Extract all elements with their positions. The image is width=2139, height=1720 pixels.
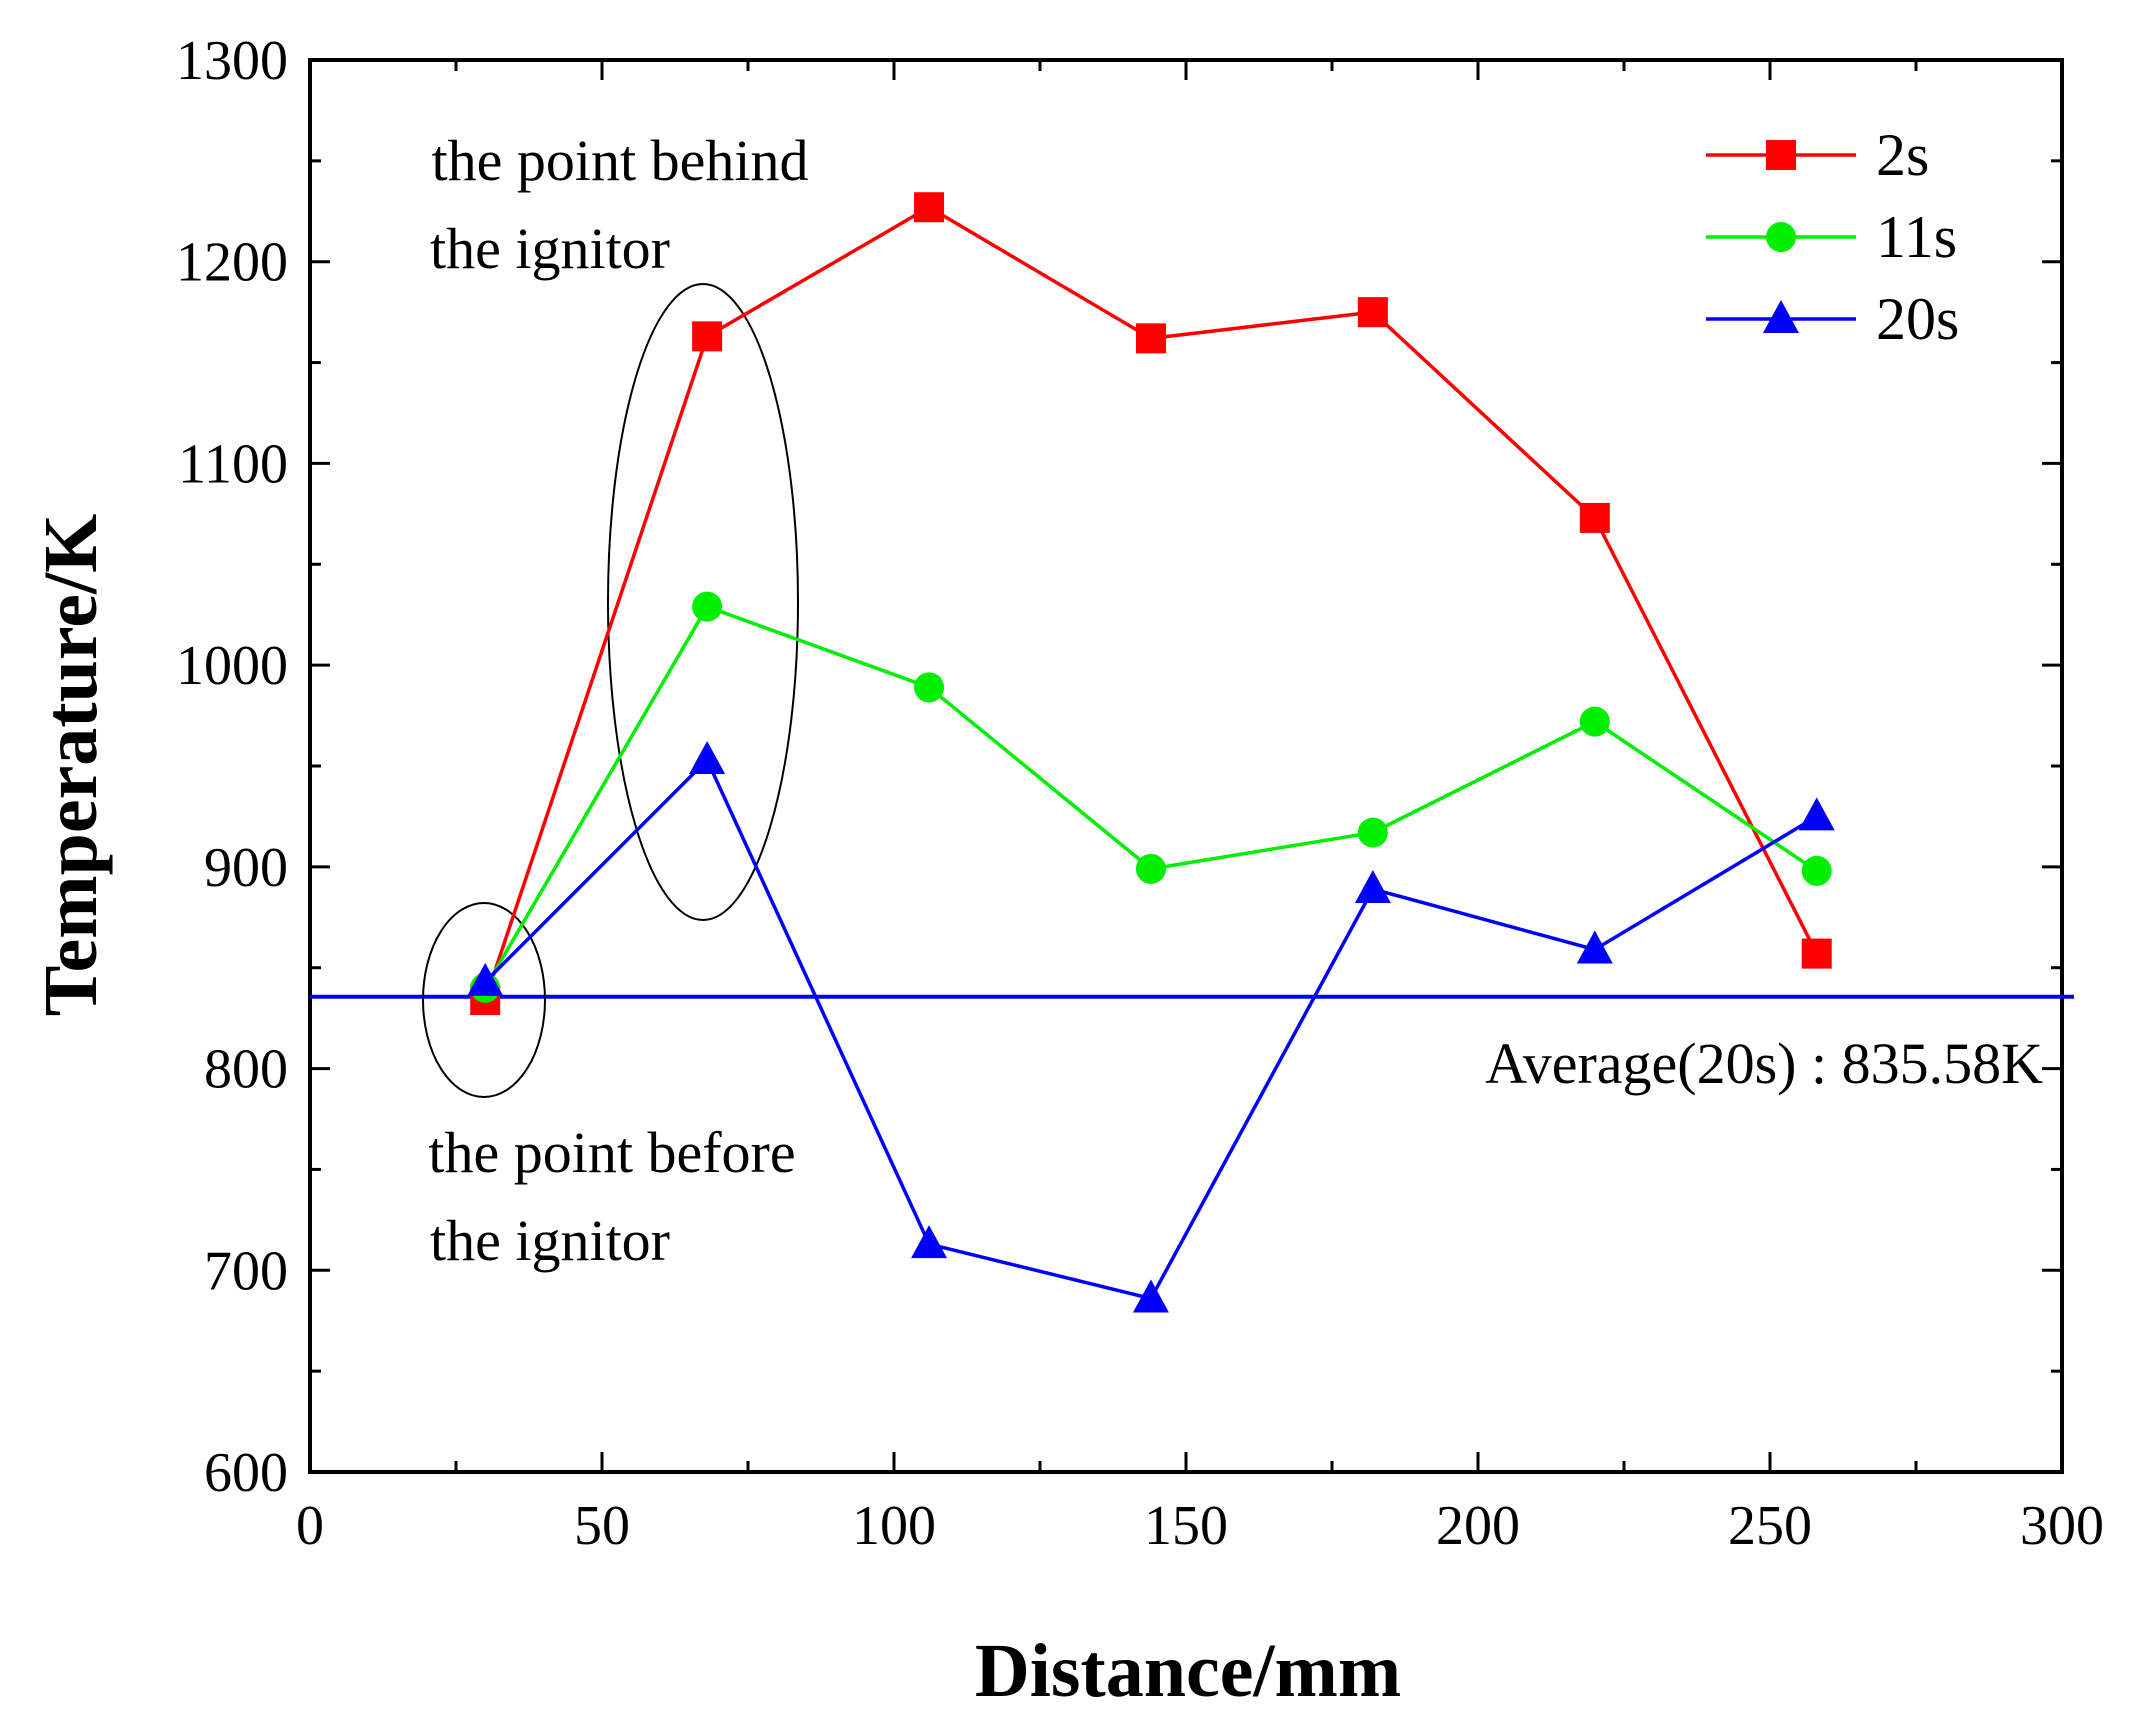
point-20s xyxy=(1132,1279,1169,1313)
legend-item-20s: 20s xyxy=(1706,286,1959,352)
axis-ticks xyxy=(308,58,2064,1474)
y-tick-label: 1100 xyxy=(178,433,288,495)
annotation-before-line2: the ignitor xyxy=(430,1208,670,1273)
series-11s xyxy=(470,591,1832,1003)
annotation-behind-line2: the ignitor xyxy=(430,216,670,281)
point-20s xyxy=(911,1225,948,1259)
legend: 2s 11s 20s xyxy=(1706,122,1959,352)
point-20s xyxy=(689,740,726,774)
point-2s xyxy=(1135,323,1166,354)
x-axis-title: Distance/mm xyxy=(975,1629,1401,1713)
series-line-11s xyxy=(483,604,1818,989)
point-20s xyxy=(1354,870,1391,904)
series-group xyxy=(467,192,1835,1313)
legend-marker-2s xyxy=(1766,140,1796,170)
point-2s xyxy=(1357,297,1388,328)
point-11s xyxy=(1579,706,1610,737)
point-11s xyxy=(1135,853,1166,884)
point-20s xyxy=(467,962,504,996)
x-tick-label: 300 xyxy=(2020,1495,2104,1557)
point-11s xyxy=(692,591,723,622)
legend-label-2s: 2s xyxy=(1876,122,1929,188)
x-tick-label: 100 xyxy=(852,1495,936,1557)
point-2s xyxy=(1801,938,1832,969)
y-tick-label: 1000 xyxy=(176,635,288,697)
point-11s xyxy=(914,672,945,703)
x-tick-label: 0 xyxy=(296,1495,324,1557)
ellipse-before-ignitor xyxy=(422,902,546,1098)
point-20s xyxy=(1798,797,1835,831)
axis-tick-labels: 0 50 100 150 200 250 300 600 700 800 900 1000 1100 12… xyxy=(176,30,2104,1557)
point-20s xyxy=(1576,930,1613,964)
legend-label-20s: 20s xyxy=(1876,286,1959,352)
y-axis-title: Temperature/K xyxy=(29,514,113,1016)
legend-label-11s: 11s xyxy=(1876,204,1957,270)
annotation-before-line1: the point before xyxy=(428,1120,795,1185)
legend-item-2s: 2s xyxy=(1706,122,1929,188)
y-tick-label: 1300 xyxy=(176,30,288,92)
x-tick-label: 250 xyxy=(1728,1495,1812,1557)
series-line-20s xyxy=(483,758,1818,1301)
point-11s xyxy=(1801,855,1832,886)
y-tick-label: 600 xyxy=(204,1442,288,1504)
legend-marker-11s xyxy=(1766,222,1796,252)
point-2s xyxy=(1579,502,1610,533)
series-20s xyxy=(467,740,1835,1313)
y-tick-label: 1200 xyxy=(176,232,288,294)
annotation-ellipses xyxy=(422,283,799,1098)
y-tick-label: 700 xyxy=(204,1240,288,1302)
point-2s xyxy=(914,192,945,223)
y-tick-label: 800 xyxy=(204,1039,288,1101)
average-label: Average(20s) : 835.58K xyxy=(1485,1031,2043,1096)
x-tick-label: 50 xyxy=(574,1495,630,1557)
point-11s xyxy=(1357,817,1388,848)
x-tick-label: 150 xyxy=(1144,1495,1228,1557)
legend-marker-20s xyxy=(1763,300,1799,333)
annotation-behind-line1: the point behind xyxy=(432,128,809,193)
legend-item-11s: 11s xyxy=(1706,204,1957,270)
series-2s xyxy=(470,192,1832,1015)
y-tick-label: 900 xyxy=(204,837,288,899)
ellipse-behind-ignitor xyxy=(607,283,799,921)
x-tick-label: 200 xyxy=(1436,1495,1520,1557)
point-2s xyxy=(692,321,723,352)
